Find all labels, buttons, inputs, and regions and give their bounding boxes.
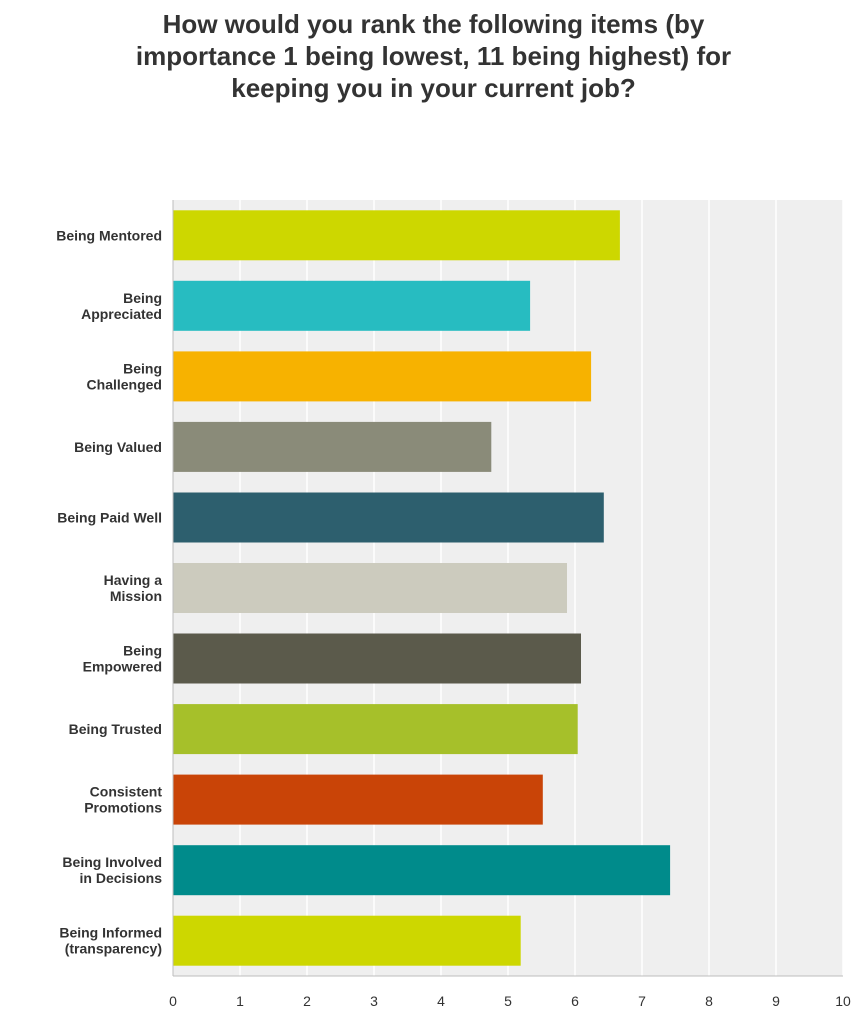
category-label-8: Consistent Promotions	[84, 784, 162, 816]
category-label-3: Being Valued	[74, 439, 162, 455]
x-tick-label-4: 4	[437, 993, 445, 1009]
chart-title: How would you rank the following items (…	[135, 9, 732, 103]
x-tick-label-0: 0	[169, 993, 177, 1009]
bar-6	[173, 633, 581, 684]
bar-2	[173, 351, 592, 402]
bar-8	[173, 774, 543, 825]
category-label-5: Having a Mission	[104, 572, 163, 604]
category-label-6: Being Empowered	[83, 643, 162, 675]
bar-5	[173, 563, 567, 613]
bar-0	[173, 210, 620, 261]
category-label-0: Being Mentored	[56, 227, 162, 243]
category-label-7: Being Trusted	[69, 721, 162, 737]
bar-10	[173, 915, 521, 966]
bar-3	[173, 421, 492, 472]
x-tick-label-6: 6	[571, 993, 579, 1009]
bar-4	[173, 492, 604, 543]
category-label-10: Being Informed (transparency)	[59, 925, 162, 957]
category-label-9: Being Involved in Decisions	[62, 854, 162, 886]
category-label-1: Being Appreciated	[81, 290, 162, 322]
category-label-2: Being Challenged	[87, 360, 162, 392]
x-tick-label-9: 9	[772, 993, 780, 1009]
x-tick-label-2: 2	[303, 993, 311, 1009]
x-tick-label-10: 10	[835, 993, 851, 1009]
bar-1	[173, 280, 531, 331]
x-tick-label-8: 8	[705, 993, 713, 1009]
bar-7	[173, 704, 578, 755]
x-tick-label-5: 5	[504, 993, 512, 1009]
x-tick-label-1: 1	[236, 993, 244, 1009]
x-tick-label-7: 7	[638, 993, 646, 1009]
category-label-4: Being Paid Well	[57, 510, 162, 526]
x-tick-label-3: 3	[370, 993, 378, 1009]
bar-9	[173, 845, 671, 896]
